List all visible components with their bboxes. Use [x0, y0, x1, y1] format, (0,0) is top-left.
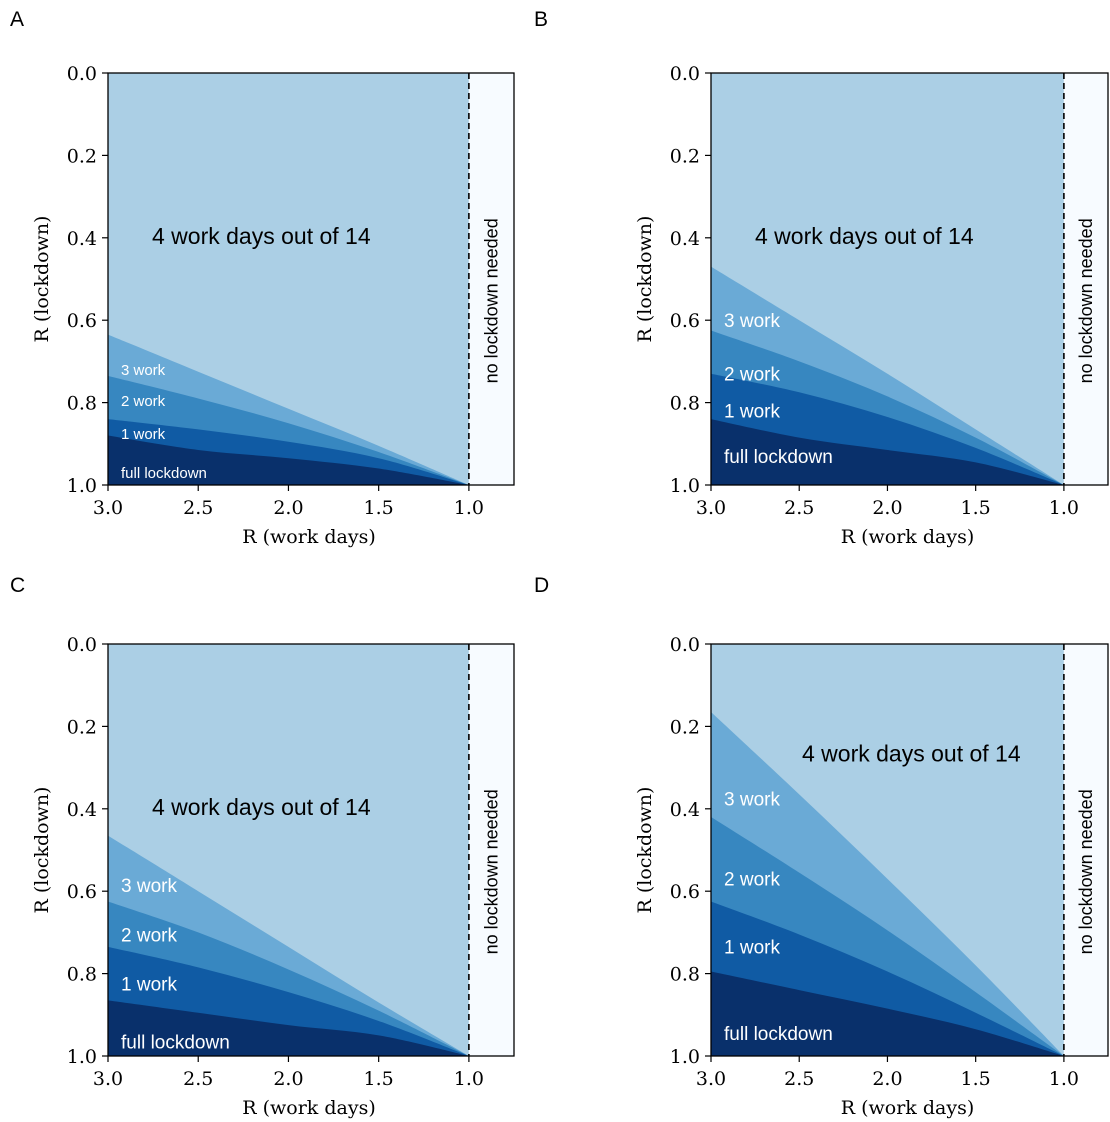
panel-letter: B [534, 8, 548, 31]
panel-letter: A [10, 8, 24, 31]
panel-letter: D [534, 574, 549, 597]
region-label: 3 work [724, 311, 780, 332]
y-axis-label: R (lockdown) [31, 216, 53, 343]
x-tick-label: 2.5 [183, 1068, 213, 1090]
y-tick-label: 0.0 [670, 634, 700, 656]
x-axis-label: R (work days) [841, 526, 974, 548]
x-tick-label: 1.5 [364, 497, 394, 519]
no-lockdown-label: no lockdown needed [481, 789, 501, 954]
y-tick-label: 1.0 [670, 1046, 700, 1068]
area-full-lockdown [711, 971, 1064, 1056]
region-label: 2 work [724, 870, 780, 891]
x-axis-label: R (work days) [242, 1097, 375, 1119]
area-full-lockdown [711, 419, 1064, 485]
y-axis-label: R (lockdown) [634, 216, 656, 343]
region-label: 1 work [724, 402, 780, 423]
panel-c: C 3 work 2 work 1 work full lockdown 4 work d… [10, 574, 515, 1119]
y-tick-label: 0.6 [67, 881, 97, 903]
y-tick-label: 1.0 [670, 475, 700, 497]
y-tick-label: 0.0 [67, 63, 97, 85]
panel-b: B 3 work 2 work 1 work full lockdown 4 work d… [534, 8, 1109, 548]
y-tick-label: 0.4 [670, 228, 700, 250]
x-tick-label: 3.0 [696, 497, 726, 519]
region-label: 2 work [724, 365, 780, 386]
y-tick-label: 0.6 [670, 881, 700, 903]
x-tick-label: 1.0 [1049, 497, 1079, 519]
region-label: full lockdown [724, 447, 833, 468]
panel-d: D 3 work 2 work 1 work full lockdown 4 work d… [534, 574, 1109, 1119]
panel-a: A 3 work 2 work 1 work full lockdown 4 work d… [10, 8, 515, 548]
y-axis-label: R (lockdown) [31, 787, 53, 914]
region-label: 2 work [121, 393, 166, 410]
plot-title: 4 work days out of 14 [802, 740, 1021, 766]
x-tick-label: 2.0 [872, 497, 902, 519]
y-tick-label: 0.4 [67, 228, 97, 250]
plot-frame [107, 72, 515, 486]
y-tick-label: 0.6 [67, 310, 97, 332]
region-label: 1 work [121, 426, 166, 443]
y-tick-label: 0.8 [67, 964, 97, 986]
x-tick-label: 2.0 [872, 1068, 902, 1090]
plot-frame [107, 643, 515, 1057]
panel-letter: C [10, 574, 25, 597]
x-tick-label: 2.0 [273, 1068, 303, 1090]
y-tick-label: 1.0 [67, 1046, 97, 1068]
y-tick-label: 0.6 [670, 310, 700, 332]
plot-title: 4 work days out of 14 [755, 223, 974, 249]
area-full-lockdown [108, 435, 469, 485]
y-tick-label: 0.8 [67, 393, 97, 415]
plot-title: 4 work days out of 14 [152, 223, 371, 249]
x-tick-label: 2.5 [183, 497, 213, 519]
x-axis-label: R (work days) [242, 526, 375, 548]
x-tick-label: 3.0 [696, 1068, 726, 1090]
region-label: full lockdown [121, 1032, 230, 1053]
region-label: 1 work [121, 975, 177, 996]
region-no-lockdown [1063, 73, 1108, 485]
y-tick-label: 0.2 [67, 716, 97, 738]
region-label: 1 work [724, 938, 780, 959]
region-no-lockdown [1063, 644, 1108, 1056]
x-tick-label: 2.5 [784, 1068, 814, 1090]
plot-title: 4 work days out of 14 [152, 794, 371, 820]
region-label: 3 work [121, 362, 166, 379]
region-no-lockdown [468, 644, 514, 1056]
x-tick-label: 1.0 [454, 497, 484, 519]
region-label: 2 work [121, 925, 177, 946]
x-tick-label: 2.5 [784, 497, 814, 519]
region-label: full lockdown [121, 465, 207, 482]
no-lockdown-label: no lockdown needed [1076, 789, 1096, 954]
no-lockdown-label: no lockdown needed [481, 218, 501, 383]
y-tick-label: 0.0 [670, 63, 700, 85]
plot-frame [710, 643, 1109, 1057]
x-tick-label: 1.5 [364, 1068, 394, 1090]
area-full-lockdown [108, 1000, 469, 1056]
y-tick-label: 0.8 [670, 964, 700, 986]
y-tick-label: 1.0 [67, 475, 97, 497]
y-tick-label: 0.2 [670, 145, 700, 167]
y-tick-label: 0.4 [670, 799, 700, 821]
x-tick-label: 1.0 [454, 1068, 484, 1090]
plot-frame [710, 72, 1109, 486]
x-axis-label: R (work days) [841, 1097, 974, 1119]
region-label: 3 work [121, 876, 177, 897]
x-tick-label: 1.5 [961, 497, 991, 519]
region-label: 3 work [724, 789, 780, 810]
region-label: full lockdown [724, 1024, 833, 1045]
y-tick-label: 0.0 [67, 634, 97, 656]
y-tick-label: 0.2 [67, 145, 97, 167]
no-lockdown-label: no lockdown needed [1076, 218, 1096, 383]
y-tick-label: 0.2 [670, 716, 700, 738]
x-tick-label: 1.0 [1049, 1068, 1079, 1090]
region-no-lockdown [468, 73, 514, 485]
y-tick-label: 0.8 [670, 393, 700, 415]
y-tick-label: 0.4 [67, 799, 97, 821]
x-tick-label: 3.0 [93, 497, 123, 519]
x-tick-label: 3.0 [93, 1068, 123, 1090]
x-tick-label: 1.5 [961, 1068, 991, 1090]
x-tick-label: 2.0 [273, 497, 303, 519]
y-axis-label: R (lockdown) [634, 787, 656, 914]
